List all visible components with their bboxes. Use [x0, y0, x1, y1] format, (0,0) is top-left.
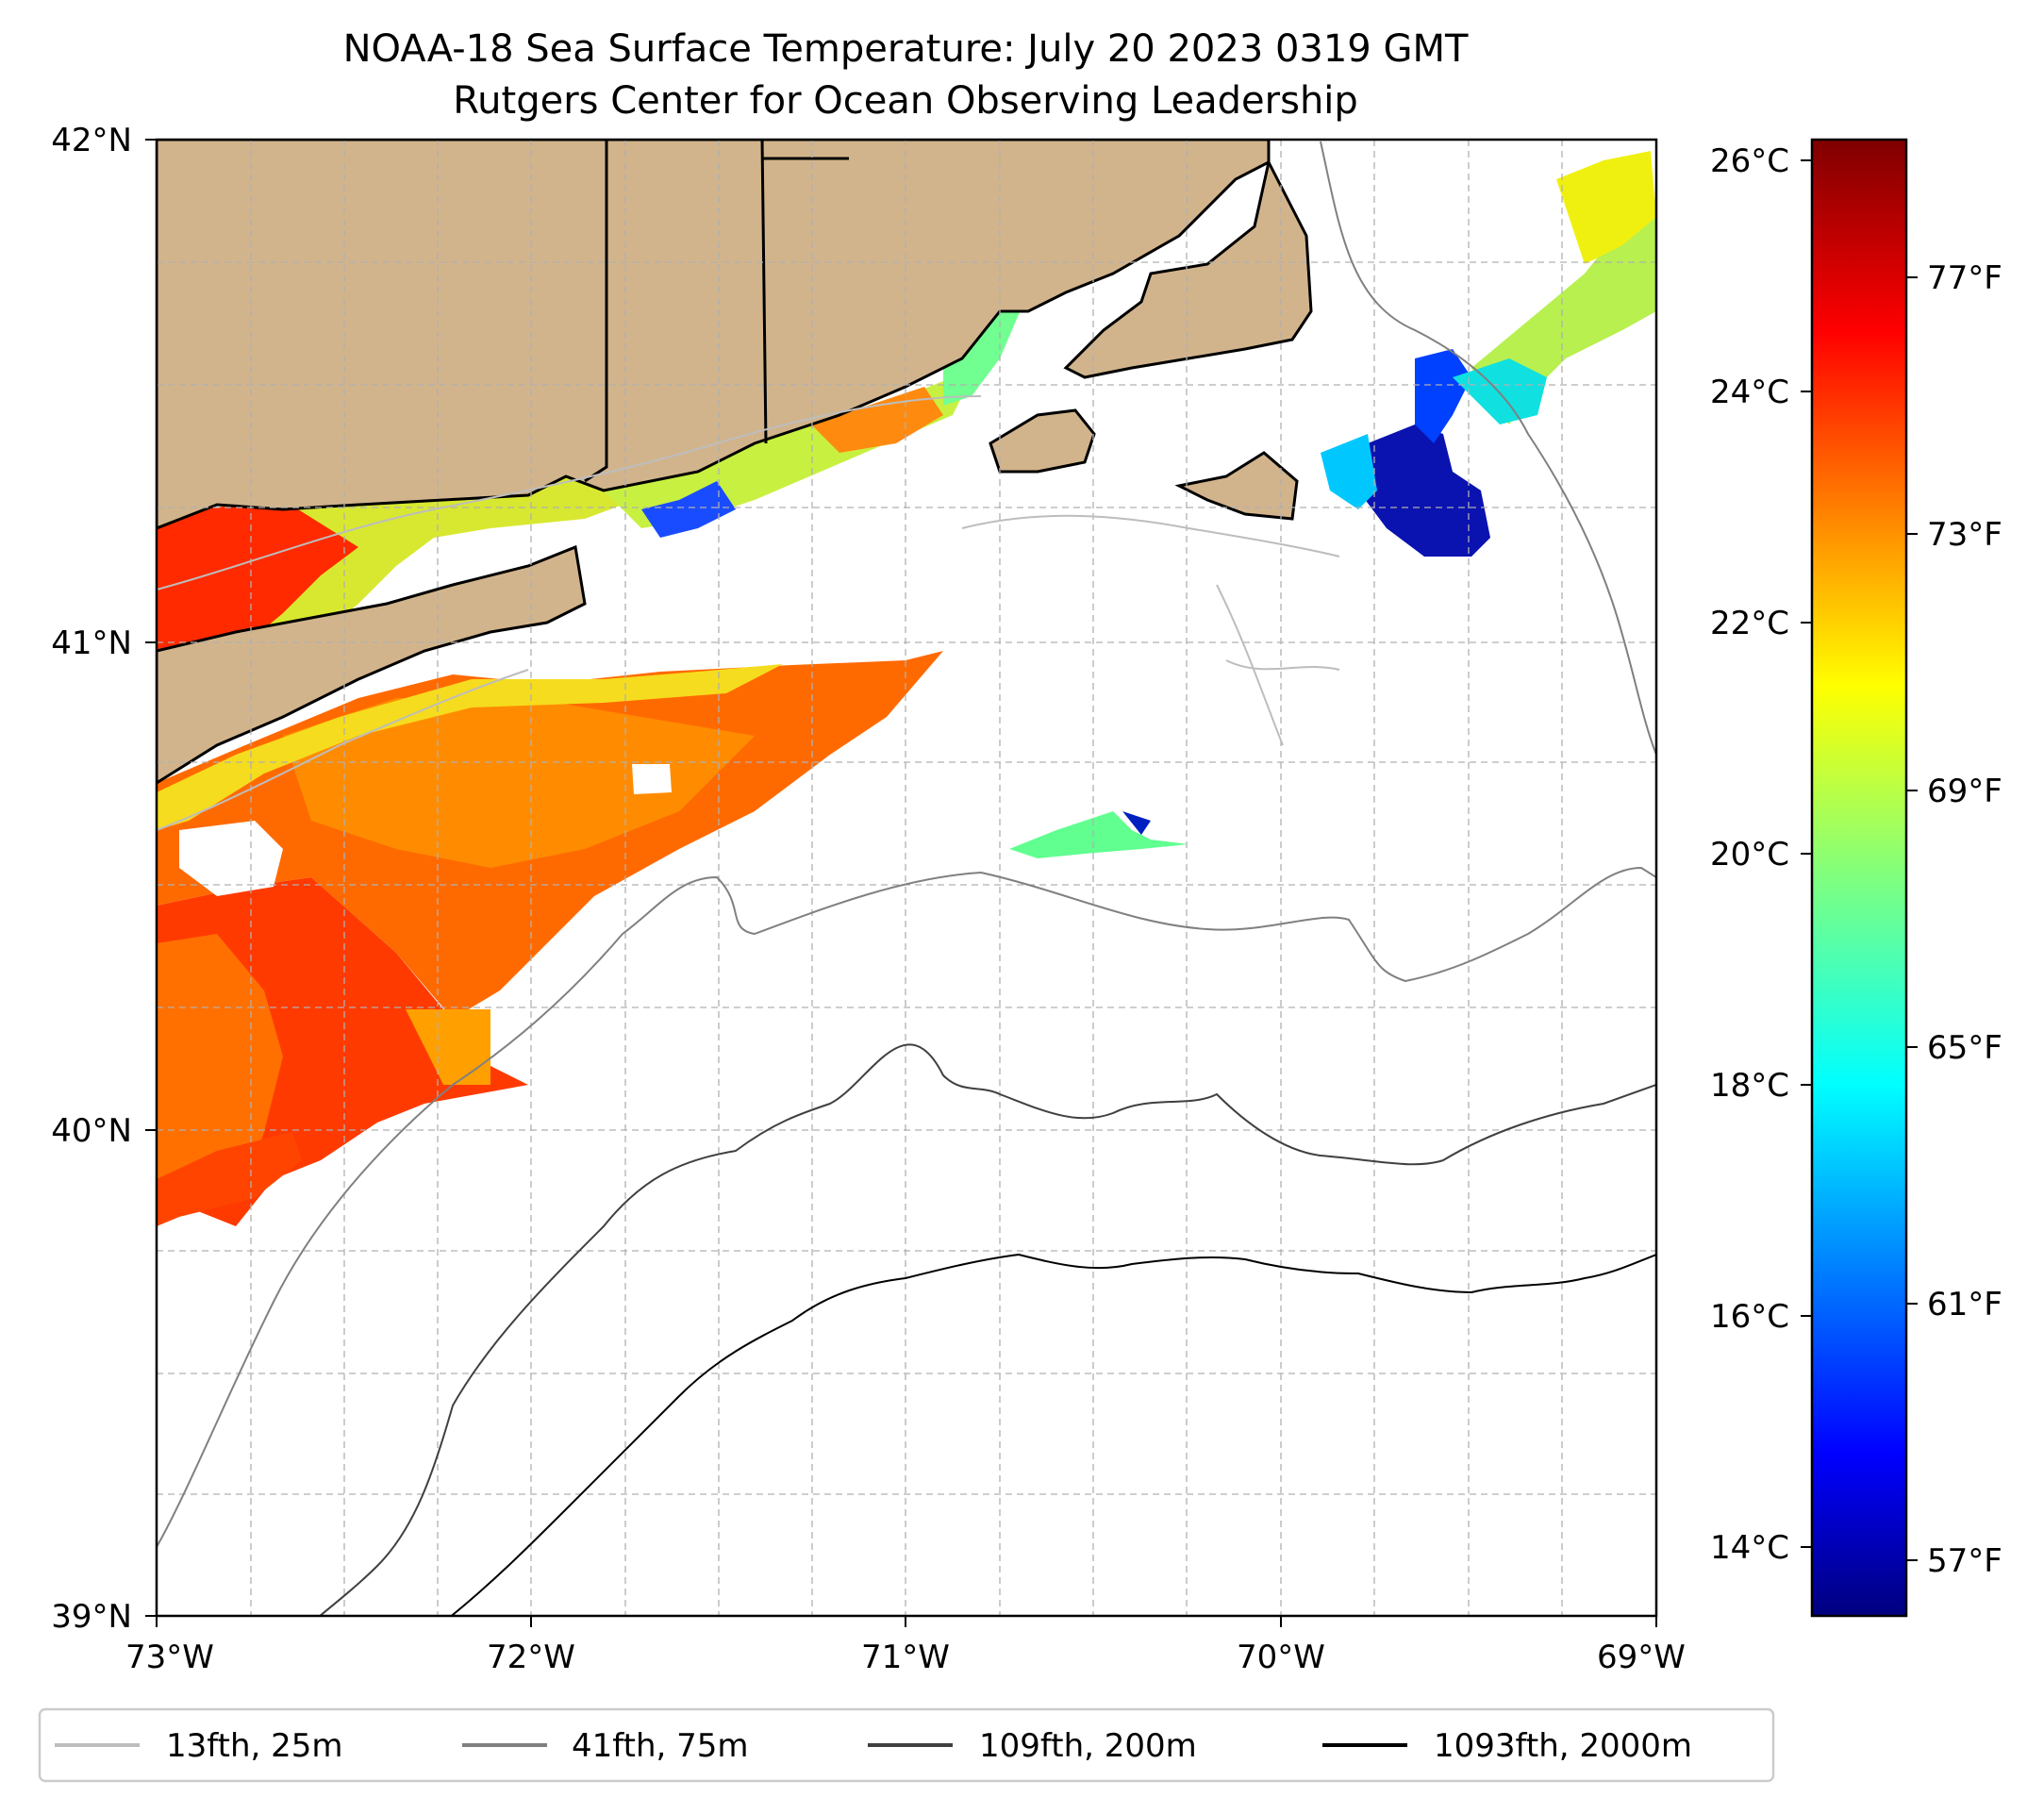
sst-patch-warm-core-east — [406, 1009, 490, 1085]
contour-200m — [318, 1043, 1656, 1616]
sst-patch-ri-blue — [641, 481, 736, 538]
contour-25m — [157, 395, 1340, 831]
legend-item-2000m: 1093fth, 2000m — [1322, 1727, 1692, 1765]
border-ct-ri — [760, 140, 768, 444]
cbar-label-65f: 65°F — [1927, 1029, 2002, 1067]
legend-item-200m: 109fth, 200m — [868, 1727, 1197, 1765]
colorbar-gradient — [1810, 138, 1908, 1618]
legend: 13fth, 25m 41fth, 75m 109fth, 200m 1093f… — [38, 1707, 1775, 1783]
sst-patch-offshore-green — [1009, 811, 1188, 858]
legend-label: 1093fth, 2000m — [1434, 1727, 1692, 1765]
cbar-label-77f: 77°F — [1927, 259, 2002, 297]
land-mainland — [157, 140, 1271, 530]
map-area — [157, 140, 1656, 1616]
colorbar-fahrenheit-labels: 77°F 73°F 69°F 65°F 61°F 57°F — [1927, 259, 2002, 1580]
land-martha-vineyard — [989, 408, 1096, 474]
lon-label-70w: 70°W — [1237, 1639, 1325, 1676]
lon-label-69w: 69°W — [1597, 1639, 1686, 1676]
contour-2000m — [450, 1253, 1656, 1616]
colorbar-fahrenheit-ticks — [1906, 276, 1918, 1561]
colorbar-celsius-labels: 26°C 24°C 22°C 20°C 18°C 16°C 14°C — [1710, 142, 1789, 1567]
bathymetry-contours — [157, 141, 1656, 1616]
cbar-label-20c: 20°C — [1710, 836, 1789, 874]
colorbar: 26°C 24°C 22°C 20°C 18°C 16°C 14°C 77°F … — [1710, 138, 2002, 1618]
cbar-label-24c: 24°C — [1710, 374, 1789, 411]
sst-patch-nantucket-shoals-cyan — [1453, 358, 1547, 424]
sst-patch-cold-shoals — [1358, 424, 1490, 557]
sst-patch-cold-cyan — [1321, 434, 1377, 509]
cbar-label-22c: 22°C — [1710, 605, 1789, 642]
lon-label-72w: 72°W — [487, 1639, 575, 1676]
lat-labels: 42°N 41°N 40°N 39°N — [51, 122, 132, 1636]
lat-label-42n: 42°N — [51, 122, 132, 159]
cloud-gap-1 — [179, 821, 283, 896]
sst-patch-warm-band — [283, 698, 755, 868]
cbar-label-57f: 57°F — [1927, 1542, 2002, 1580]
cbar-label-61f: 61°F — [1927, 1286, 2002, 1323]
lat-label-40n: 40°N — [51, 1112, 132, 1150]
tick-marks — [145, 139, 1657, 1627]
cloud-gap-2 — [632, 764, 672, 794]
colorbar-celsius-ticks — [1801, 159, 1812, 1548]
contour-75m — [157, 141, 1656, 1548]
lat-label-41n: 41°N — [51, 624, 132, 662]
legend-item-25m: 13fth, 25m — [55, 1727, 343, 1765]
sst-patch-yellow-edge — [157, 664, 783, 830]
legend-label: 13fth, 25m — [166, 1727, 343, 1765]
cbar-label-69f: 69°F — [1927, 773, 2002, 810]
sst-patch-ri-orange — [811, 387, 943, 453]
legend-label: 109fth, 200m — [979, 1727, 1197, 1765]
sst-patch-li-coast-yellow — [226, 462, 660, 679]
land-nantucket — [1174, 451, 1299, 521]
sst-patch-cape-cod-yellow — [1556, 151, 1656, 264]
land-cape-cod — [1063, 158, 1313, 379]
sst-patch-offshore-blue — [1122, 811, 1151, 835]
legend-label: 41fth, 75m — [572, 1727, 749, 1765]
sst-patch-buzzards — [943, 283, 1028, 406]
graticule — [157, 140, 1656, 1616]
cbar-label-73f: 73°F — [1927, 516, 2002, 554]
lat-label-39n: 39°N — [51, 1598, 132, 1636]
legend-item-75m: 41fth, 75m — [462, 1727, 749, 1765]
land-long-island — [157, 544, 587, 785]
land-layer — [157, 140, 1313, 785]
cbar-label-26c: 26°C — [1710, 142, 1789, 180]
sst-patch-sw-tail — [157, 1132, 302, 1226]
lon-labels: 73°W 72°W 71°W 70°W 69°W — [125, 1639, 1686, 1676]
cbar-label-14c: 14°C — [1710, 1529, 1789, 1567]
lon-label-71w: 71°W — [861, 1639, 950, 1676]
cbar-label-18c: 18°C — [1710, 1067, 1789, 1105]
cbar-label-16c: 16°C — [1710, 1298, 1789, 1336]
lon-label-73w: 73°W — [125, 1639, 214, 1676]
sst-patch-cold-shoals-north — [1415, 349, 1471, 443]
chart-title-line2: Rutgers Center for Ocean Observing Leade… — [453, 79, 1358, 123]
chart-title-line1: NOAA-18 Sea Surface Temperature: July 20… — [343, 27, 1469, 71]
